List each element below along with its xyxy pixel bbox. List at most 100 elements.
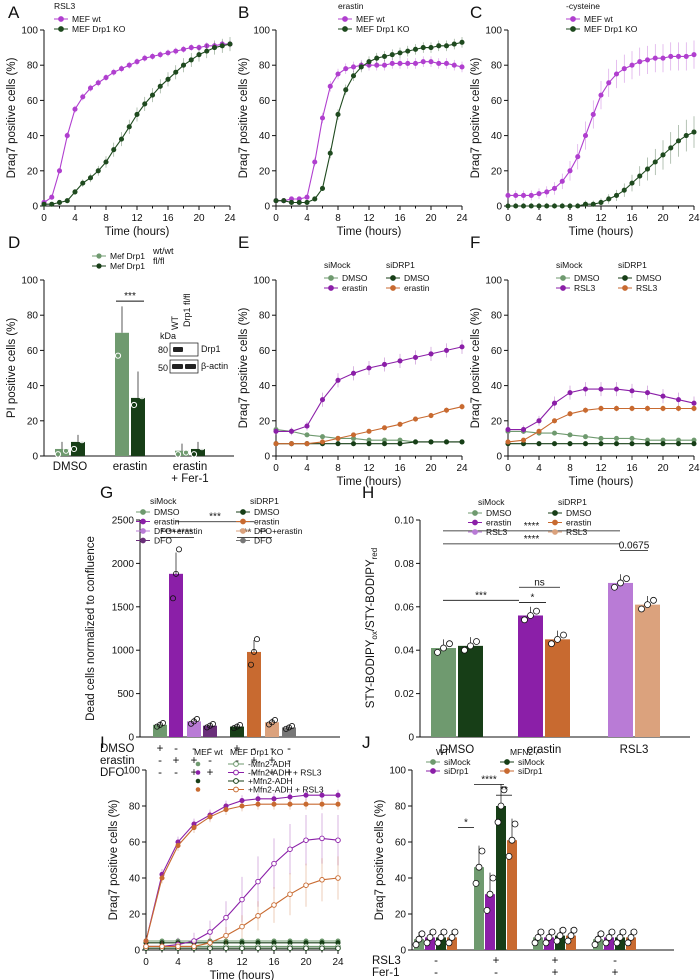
B-data-point xyxy=(405,60,411,66)
J-replicate-point xyxy=(619,928,627,936)
H-category-label: RSL3 xyxy=(620,744,649,756)
B-data-point xyxy=(343,66,349,72)
I-data-point xyxy=(207,929,213,935)
C-legend-label: MEF Drp1 KO xyxy=(584,24,638,34)
H-replicate-point xyxy=(533,607,540,615)
A-xtick-label: 20 xyxy=(193,213,205,224)
F-xlabel: Time (hours) xyxy=(569,476,634,488)
B-xtick-label: 0 xyxy=(273,213,279,224)
F-data-point xyxy=(613,435,620,441)
J-replicate-point xyxy=(531,939,539,947)
I-data-point xyxy=(207,814,213,820)
F-ytick-label: 80 xyxy=(491,311,503,322)
D-replicate-point xyxy=(130,401,138,409)
G-replicate-point xyxy=(282,725,289,732)
G-matrix-sign: - xyxy=(192,743,196,755)
D-blot-marker: 80 xyxy=(158,345,168,355)
J-matrix-row-label: Fer-1 xyxy=(372,967,399,979)
J-replicate-point xyxy=(437,934,445,941)
I-data-point xyxy=(287,945,293,951)
F-legend-marker xyxy=(622,285,628,291)
B-data-point xyxy=(281,198,287,204)
E-data-point xyxy=(443,407,450,413)
G-matrix-sign: + xyxy=(234,743,241,755)
C-data-point xyxy=(544,189,550,195)
I-xlabel: Time (hours) xyxy=(210,970,275,980)
C-data-point xyxy=(567,168,573,174)
G-replicate-point xyxy=(153,723,160,730)
C-data-point xyxy=(652,159,658,165)
B-data-point xyxy=(335,71,341,77)
J-replicate-point xyxy=(472,880,480,887)
D-bar xyxy=(175,450,189,456)
panel-label-I: I xyxy=(100,733,105,752)
E-data-point xyxy=(412,416,419,422)
B-ytick-label: 100 xyxy=(253,26,270,37)
G-legend-label: DFO+erastin xyxy=(254,526,303,536)
G-matrix-sign: + xyxy=(157,743,164,755)
H-ylabel-part: /STY-BODIPY xyxy=(365,559,377,631)
C-ytick-label: 60 xyxy=(491,96,503,107)
G-matrix-sign: - xyxy=(158,767,162,779)
F-data-point xyxy=(567,390,573,396)
B-ytick-label: 40 xyxy=(259,131,271,142)
C-data-point xyxy=(668,53,674,59)
E-data-point xyxy=(428,351,434,357)
A-data-point xyxy=(173,48,179,54)
A-data-point xyxy=(126,62,132,68)
D-legend-label: Mef Drp1 xyxy=(110,251,145,261)
B-data-point xyxy=(451,41,457,47)
A-data-point xyxy=(165,76,171,82)
I-data-point xyxy=(191,825,197,831)
J-ytick-label: 100 xyxy=(389,766,406,777)
J-replicate-point xyxy=(627,934,635,941)
J-bar xyxy=(474,867,484,950)
C-data-point xyxy=(513,203,519,209)
A-data-point xyxy=(80,94,86,100)
D-bar xyxy=(55,448,69,456)
C-data-point xyxy=(590,201,596,207)
E-xtick-label: 12 xyxy=(363,463,375,474)
I-data-point xyxy=(287,846,293,852)
G-matrix-sign: - xyxy=(158,755,162,767)
H-ytick-label: 0 xyxy=(408,733,414,744)
I-data-point xyxy=(335,801,341,807)
I-ytick-label: 80 xyxy=(129,802,141,813)
D-blot-frame xyxy=(169,359,199,374)
A-data-point xyxy=(118,66,125,72)
B-xtick-label: 24 xyxy=(456,213,468,224)
I-data-point xyxy=(303,945,309,951)
G-ytick-label: 2000 xyxy=(112,559,135,570)
A-data-point xyxy=(204,48,210,54)
C-data-point xyxy=(606,80,612,86)
A-data-point xyxy=(149,53,156,59)
G-bar xyxy=(282,727,296,737)
F-ytick-label: 60 xyxy=(491,346,503,357)
A-data-point xyxy=(188,57,194,63)
I-data-point xyxy=(223,932,229,939)
G-bar xyxy=(169,573,183,737)
D-category-label: DMSO xyxy=(53,461,88,473)
J-replicate-point xyxy=(542,939,550,947)
F-ytick-label: 100 xyxy=(485,276,502,287)
C-data-point xyxy=(652,55,658,61)
I-xtick-label: 24 xyxy=(332,957,344,968)
G-legend-marker xyxy=(240,528,246,534)
D-ytick-label: 60 xyxy=(27,346,39,357)
J-replicate-point xyxy=(591,941,599,948)
A-legend-marker xyxy=(58,16,64,22)
A-data-point xyxy=(56,199,63,206)
G-replicate-point xyxy=(271,717,278,724)
I-data-point xyxy=(223,807,229,813)
I-data-point xyxy=(191,943,197,950)
J-replicate-point xyxy=(511,820,519,828)
E-legend-label: DMSO xyxy=(342,273,368,283)
I-data-point xyxy=(303,792,309,798)
C-data-point xyxy=(551,185,558,191)
B-xtick-label: 12 xyxy=(363,213,375,224)
H-sig-label: ns xyxy=(534,577,545,588)
A-legend-marker xyxy=(58,26,64,32)
E-group-label: siDRP1 xyxy=(386,260,415,270)
I-legend-label: -Mfn2-ADH + RSL3 xyxy=(248,768,322,778)
C-legend-marker xyxy=(570,26,576,32)
